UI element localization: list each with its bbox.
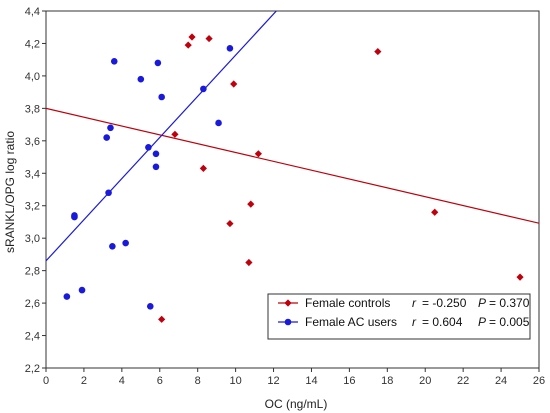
x-tick-label: 16 xyxy=(343,375,355,387)
legend: Female controls r = -0.250 P = 0.370 Female A… xyxy=(267,293,531,340)
x-axis-label: OC (ng/mL) xyxy=(265,397,328,411)
legend-r-label: r xyxy=(412,296,417,310)
y-tick-label: 3,6 xyxy=(25,136,40,148)
x-tick-label: 12 xyxy=(267,375,279,387)
ac-user-point xyxy=(200,85,207,93)
x-tick-label: 20 xyxy=(419,375,431,387)
y-tick-label: 3,0 xyxy=(25,233,40,245)
regression-line-ac-users xyxy=(46,11,278,262)
ac-user-point xyxy=(71,213,78,221)
y-tick-label: 4,2 xyxy=(25,38,40,50)
legend-r-label: r xyxy=(412,315,417,329)
ac-user-point xyxy=(158,93,165,101)
control-point xyxy=(247,200,255,208)
legend-series-name: Female AC users xyxy=(305,315,397,329)
regression-lines xyxy=(46,11,539,262)
control-point xyxy=(199,164,207,173)
x-tick-label: 22 xyxy=(457,375,469,387)
control-point xyxy=(205,34,213,43)
y-tick-label: 4,0 xyxy=(25,71,40,83)
ac-user-point xyxy=(152,150,160,158)
control-point xyxy=(158,315,166,323)
ac-user-point xyxy=(109,242,116,250)
legend-marker-swatch xyxy=(284,318,292,326)
legend-r-value: = 0.604 xyxy=(422,315,463,329)
regression-line-controls xyxy=(46,107,539,224)
ac-user-point xyxy=(215,119,222,127)
legend-p-label: P xyxy=(478,296,486,310)
ac-user-point xyxy=(152,163,160,171)
x-tick-label: 4 xyxy=(119,375,125,387)
y-tick-label: 2,4 xyxy=(25,331,40,343)
ac-user-point xyxy=(137,75,145,83)
y-tick-label: 2,6 xyxy=(25,298,40,310)
control-point xyxy=(374,47,382,56)
control-point xyxy=(230,80,238,88)
ac-user-point xyxy=(63,293,71,300)
y-tick-label: 3,8 xyxy=(25,103,40,115)
y-tick-label: 4,4 xyxy=(25,6,40,18)
y-tick-label: 3,2 xyxy=(25,201,40,213)
x-tick-label: 6 xyxy=(157,375,163,387)
control-point xyxy=(171,130,179,138)
x-tick-label: 18 xyxy=(381,375,393,387)
control-point xyxy=(245,258,253,267)
legend-box xyxy=(267,293,531,340)
x-tick-label: 26 xyxy=(533,375,545,387)
x-tick-label: 0 xyxy=(43,375,49,387)
y-tick-label: 2,2 xyxy=(25,363,40,375)
ac-user-point xyxy=(145,144,152,151)
legend-p-value: = 0.370 xyxy=(489,296,530,310)
legend-p-value: = 0.005 xyxy=(489,315,530,329)
ac-user-point xyxy=(78,286,86,294)
control-point xyxy=(431,208,439,216)
y-tick-label: 2,8 xyxy=(25,266,40,278)
legend-p-label: P xyxy=(478,315,486,329)
control-point xyxy=(188,33,196,41)
x-tick-label: 2 xyxy=(81,375,87,387)
ac-user-point xyxy=(154,59,162,67)
control-point xyxy=(254,150,262,158)
ac-user-point xyxy=(110,58,118,65)
ac-user-point xyxy=(103,134,110,141)
control-point xyxy=(184,41,192,49)
y-axis-label: sRANKL/OPG log ratio xyxy=(3,131,17,253)
control-point xyxy=(516,273,524,281)
ac-user-point xyxy=(105,189,112,197)
data-points xyxy=(63,33,524,323)
legend-series-name: Female controls xyxy=(305,296,390,310)
y-tick-label: 3,4 xyxy=(25,168,40,180)
ac-user-point xyxy=(122,239,129,247)
tick-labels: 0 2 4 6 8 10 12 14 16 18 20 22 24 262,22,42,62,83,03,… xyxy=(25,6,545,387)
x-tick-label: 24 xyxy=(495,375,507,387)
ac-user-point xyxy=(146,303,154,310)
x-tick-label: 10 xyxy=(229,375,241,387)
control-point xyxy=(226,219,234,228)
legend-marker-swatch xyxy=(284,299,292,307)
x-tick-label: 8 xyxy=(195,375,201,387)
ac-user-point xyxy=(226,45,234,52)
x-tick-label: 14 xyxy=(305,375,317,387)
legend-r-value: = -0.250 xyxy=(422,296,467,310)
ac-user-point xyxy=(107,124,114,132)
